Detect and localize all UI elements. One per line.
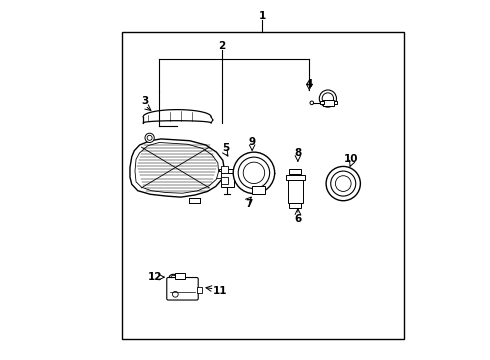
Circle shape: [233, 152, 275, 194]
Text: 2: 2: [218, 41, 225, 51]
Bar: [252, 186, 265, 194]
Circle shape: [319, 90, 337, 107]
Text: 7: 7: [245, 199, 252, 209]
Bar: [289, 168, 301, 174]
Bar: [334, 101, 337, 104]
Text: 5: 5: [222, 143, 229, 153]
Polygon shape: [130, 139, 224, 197]
Bar: [288, 180, 303, 203]
Text: 3: 3: [141, 96, 148, 107]
Polygon shape: [135, 143, 219, 193]
Bar: [220, 177, 228, 184]
Bar: [220, 169, 235, 173]
Bar: [197, 287, 202, 293]
Text: 6: 6: [294, 214, 301, 224]
Bar: [320, 101, 323, 104]
Bar: [217, 171, 221, 178]
Text: 1: 1: [259, 11, 266, 21]
Bar: [122, 32, 404, 339]
Text: 9: 9: [248, 138, 256, 148]
Text: 10: 10: [344, 154, 359, 163]
Text: 4: 4: [306, 78, 313, 89]
Bar: [220, 166, 228, 173]
Text: 12: 12: [147, 272, 162, 282]
Bar: [289, 203, 301, 207]
Bar: [289, 195, 301, 199]
Bar: [291, 174, 299, 183]
Text: 8: 8: [294, 148, 301, 158]
Circle shape: [145, 133, 154, 143]
Bar: [234, 171, 238, 178]
FancyBboxPatch shape: [167, 278, 198, 300]
Bar: [323, 100, 334, 106]
Circle shape: [326, 166, 360, 201]
Bar: [174, 273, 185, 279]
Bar: [292, 183, 298, 195]
Bar: [220, 173, 234, 187]
Ellipse shape: [169, 274, 178, 280]
Circle shape: [172, 292, 178, 297]
Text: 11: 11: [213, 286, 227, 296]
Bar: [286, 175, 305, 180]
